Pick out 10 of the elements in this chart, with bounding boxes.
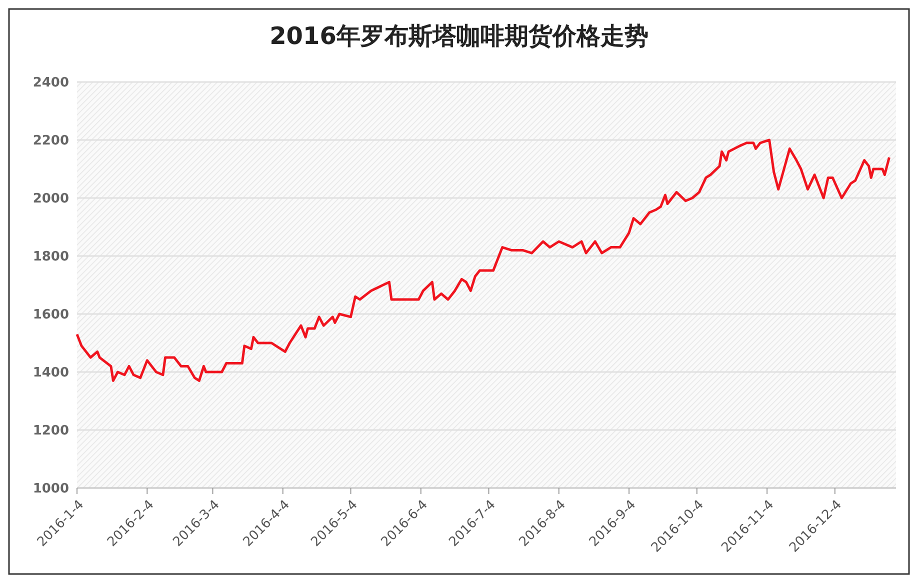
y-tick-label: 1400 (32, 366, 69, 381)
y-tick-label: 2200 (32, 134, 69, 149)
y-tick-label: 1200 (32, 424, 69, 439)
line-series (76, 138, 890, 382)
y-tick-label: 1800 (32, 250, 69, 265)
y-tick-label: 1000 (32, 482, 69, 497)
chart-title: 2016年罗布斯塔咖啡期货价格走势 (270, 22, 648, 50)
y-tick-label: 2400 (32, 76, 69, 91)
y-tick-label: 1600 (32, 308, 69, 323)
y-tick-label: 2000 (32, 192, 69, 207)
